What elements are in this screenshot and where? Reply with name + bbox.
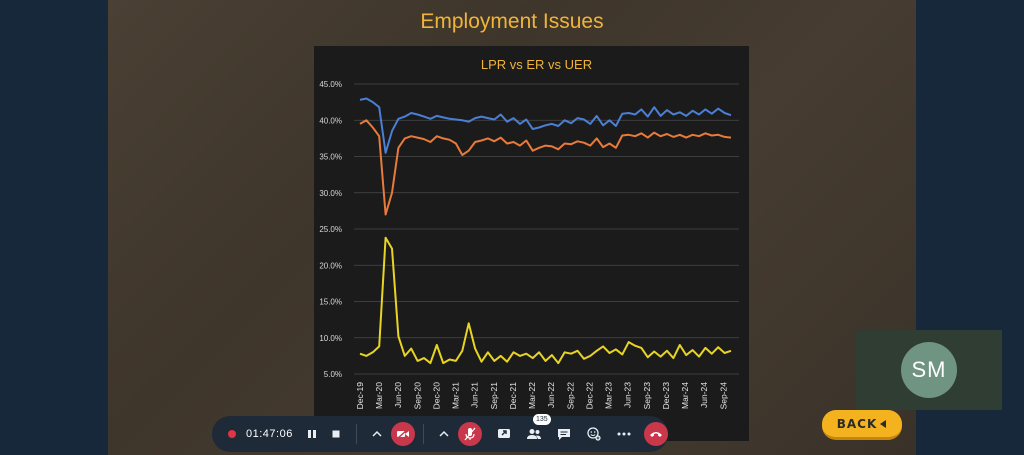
y-tick-label: 20.0% [319, 261, 342, 270]
series-line-uer [359, 236, 732, 365]
reactions-icon[interactable] [582, 422, 606, 446]
left-margin [0, 0, 108, 455]
toolbar-divider [356, 424, 357, 444]
background-texture [203, 174, 232, 240]
x-tick-label: Jun-24 [699, 382, 709, 408]
x-tick-label: Dec-21 [508, 382, 518, 410]
hang-up-icon[interactable] [644, 422, 668, 446]
y-tick-label: 35.0% [319, 153, 342, 162]
x-tick-label: Mar-24 [680, 382, 690, 409]
participant-video-tile[interactable]: SM [856, 330, 1002, 410]
camera-options-chevron-icon[interactable] [365, 422, 389, 446]
x-tick-label: Dec-19 [355, 382, 365, 410]
participants-icon[interactable]: 135 [522, 414, 551, 446]
share-screen-icon[interactable] [492, 422, 516, 446]
camera-off-icon[interactable] [391, 422, 415, 446]
meeting-toolbar: 01:47:06 135 [212, 414, 668, 452]
y-tick-label: 40.0% [319, 116, 342, 125]
participants-count-badge: 135 [533, 414, 551, 425]
back-button-label: BACK [836, 416, 878, 431]
x-tick-label: Dec-22 [584, 382, 594, 410]
y-tick-label: 30.0% [319, 189, 342, 198]
x-tick-label: Jun-20 [393, 382, 403, 408]
x-tick-label: Sep-22 [565, 382, 575, 410]
x-tick-label: Jun-22 [546, 382, 556, 408]
x-tick-label: Mar-23 [604, 382, 614, 409]
y-tick-label: 45.0% [319, 80, 342, 89]
x-tick-label: Sep-21 [489, 382, 499, 410]
recording-timer: 01:47:06 [246, 428, 293, 440]
shared-slide: Employment Issues LPR vs ER vs UER 5.0% 10… [108, 0, 916, 455]
x-tick-label: Jun-21 [470, 382, 480, 408]
y-tick-label: 25.0% [319, 225, 342, 234]
series-line-er [359, 119, 732, 216]
x-tick-label: Jun-23 [623, 382, 633, 408]
recording-indicator-icon [228, 430, 236, 438]
x-tick-label: Mar-21 [451, 382, 461, 409]
x-tick-label: Sep-20 [412, 382, 422, 410]
pause-icon[interactable] [300, 422, 324, 446]
back-button[interactable]: BACK [822, 410, 902, 440]
chart-title: LPR vs ER vs UER [481, 57, 592, 72]
y-tick-label: 10.0% [319, 334, 342, 343]
x-tick-label: Sep-23 [642, 382, 652, 410]
chart-panel: LPR vs ER vs UER 5.0% 10.0% 15.0% 20.0% 25.0%… [314, 46, 749, 441]
toolbar-divider [423, 424, 424, 444]
x-tick-label: Dec-20 [431, 382, 441, 410]
avatar: SM [901, 342, 957, 398]
back-arrow-icon [880, 419, 887, 428]
y-tick-label: 5.0% [324, 370, 342, 379]
x-tick-label: Sep-24 [718, 382, 728, 410]
x-tick-label: Mar-22 [527, 382, 537, 409]
x-tick-label: Dec-23 [661, 382, 671, 410]
line-chart: LPR vs ER vs UER 5.0% 10.0% 15.0% 20.0% 25.0%… [319, 57, 739, 410]
stop-icon[interactable] [324, 422, 348, 446]
more-options-icon[interactable] [612, 422, 636, 446]
slide-title: Employment Issues [420, 10, 604, 33]
y-tick-label: 15.0% [319, 298, 342, 307]
x-tick-label: Mar-20 [374, 382, 384, 409]
mic-options-chevron-icon[interactable] [432, 422, 456, 446]
series-line-lpr [359, 97, 732, 154]
mic-muted-icon[interactable] [458, 422, 482, 446]
chat-icon[interactable] [552, 422, 576, 446]
